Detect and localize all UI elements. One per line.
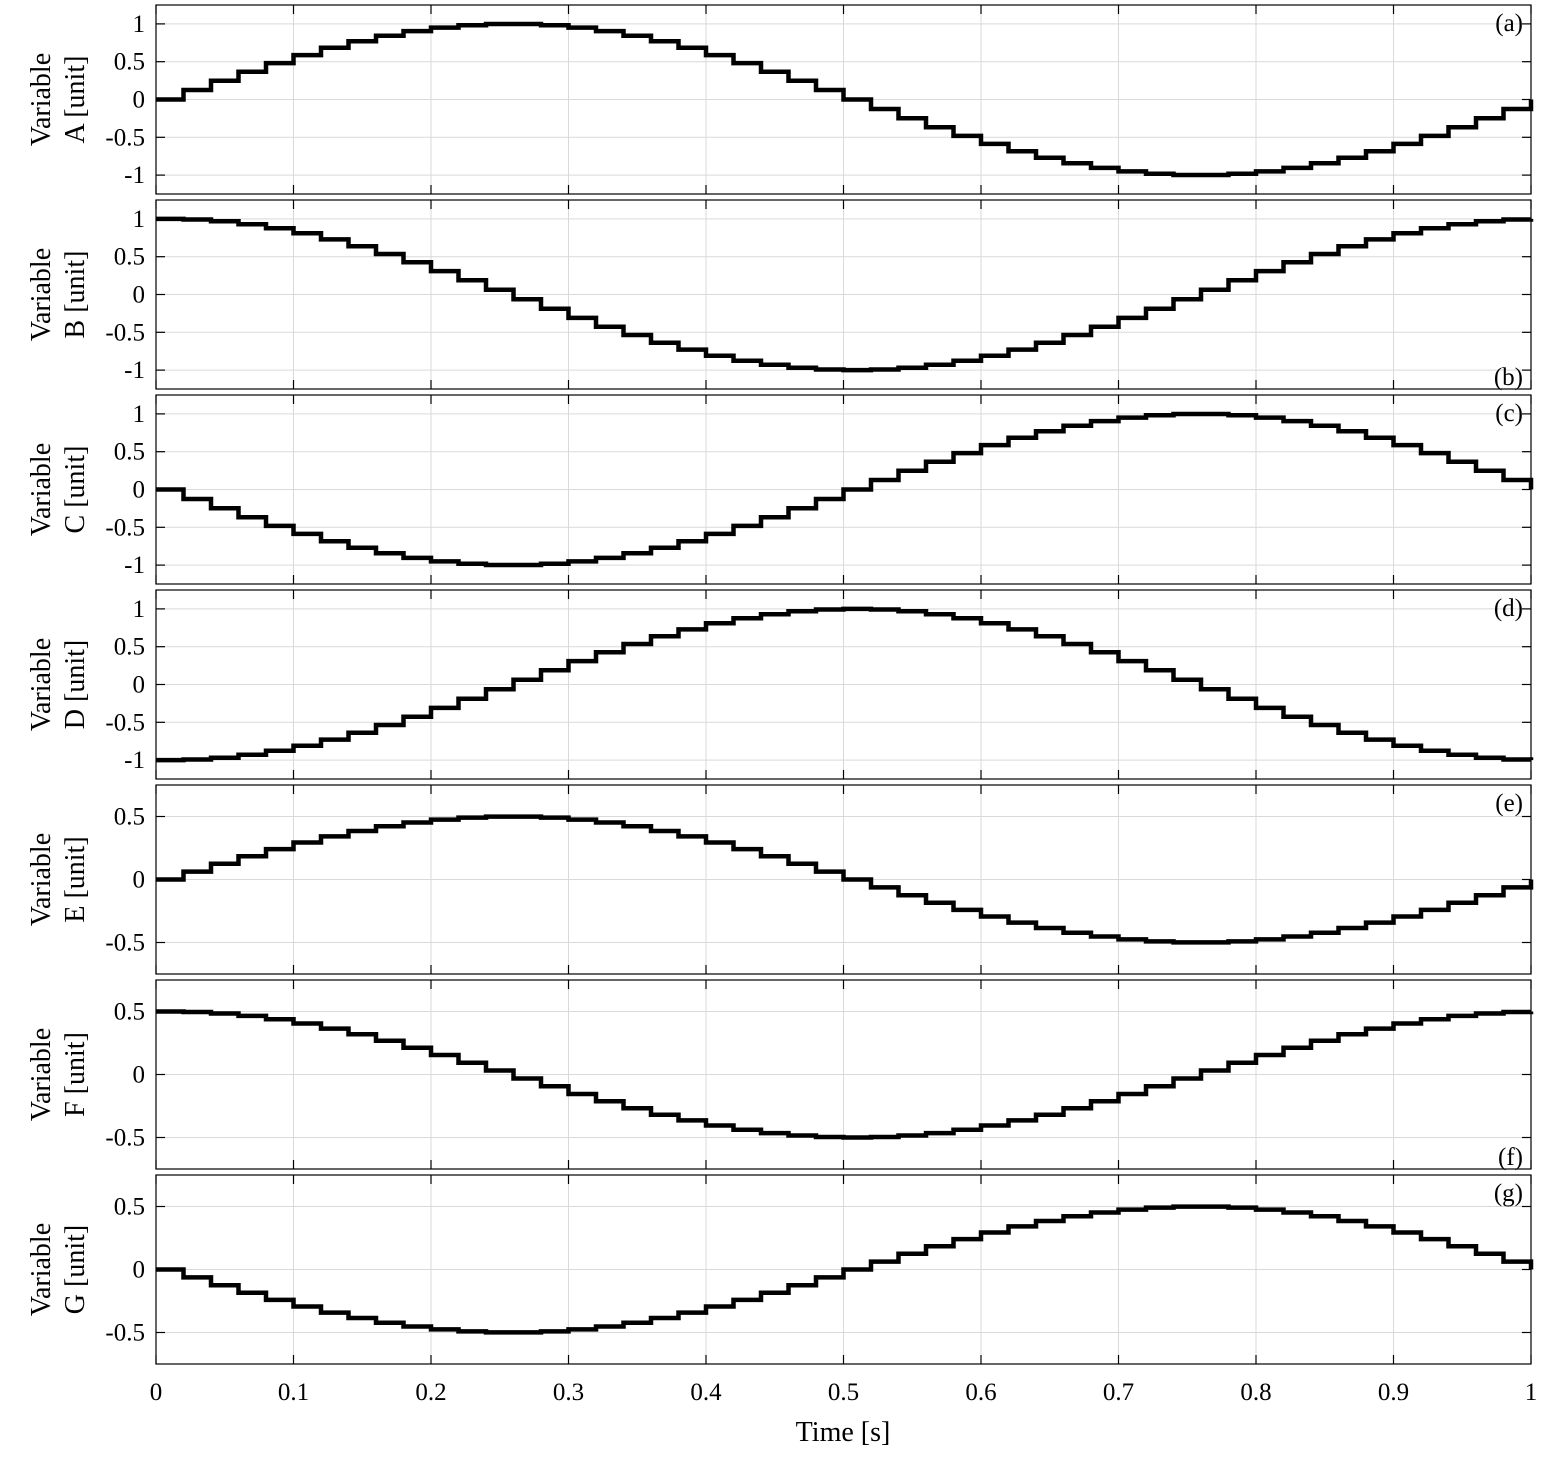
panel-f-y-tick-label-1: 0 — [133, 1062, 146, 1089]
panel-e-y-tick-label-1: 0 — [133, 867, 146, 894]
panel-c-signal-line — [156, 411, 1534, 568]
panel-e-y-tick-label-0: 0.5 — [114, 804, 145, 831]
panel-d-y-tick-label-0: 1 — [133, 596, 146, 623]
panel-b: 1 0.5 0 -0.5 -1 Variable B [unit] (b) — [26, 199, 1534, 391]
panel-g-y-tick-label-1: 0 — [133, 1257, 146, 1284]
x-tick-label-2: 0.2 — [415, 1379, 446, 1406]
panel-g-y-tick-label-0: 0.5 — [114, 1194, 145, 1221]
panel-a-y-tick-label-2: 0 — [133, 87, 146, 114]
panel-d-y-tick-label-1: 0.5 — [114, 634, 145, 661]
shared-x-axis: 0 0.1 0.2 0.3 0.4 0.5 0.6 0.7 0.8 0.9 1 — [150, 1379, 1538, 1406]
panel-a-y-tick-label-3: -0.5 — [105, 124, 145, 151]
panel-a-y-label: Variable A [unit] — [26, 53, 91, 146]
panel-b-y-tick-label-2: 0 — [133, 282, 146, 309]
panel-b-signal-line — [156, 216, 1534, 373]
panel-e-signal-line — [156, 814, 1534, 945]
panel-d-y-tick-label-3: -0.5 — [105, 709, 145, 736]
panel-d-signal-line — [156, 606, 1534, 763]
panel-c-y-tick-label-3: -0.5 — [105, 514, 145, 541]
panels-layer: 1 0.5 0 -0.5 -1 Variable A [unit] (a) 1 0.5 0 -0.5 -… — [26, 4, 1534, 1365]
panel-a-y-tick-label-0: 1 — [133, 11, 146, 38]
panel-f-y-tick-label-0: 0.5 — [114, 999, 145, 1026]
panel-b-y-label: Variable B [unit] — [26, 248, 91, 341]
panel-e-tag: (e) — [1495, 790, 1523, 817]
panel-a-signal-line — [156, 21, 1534, 178]
x-tick-label-5: 0.5 — [828, 1379, 859, 1406]
panel-b-y-tick-label-0: 1 — [133, 206, 146, 233]
panel-c: 1 0.5 0 -0.5 -1 Variable C [unit] (c) — [26, 394, 1534, 585]
panel-a: 1 0.5 0 -0.5 -1 Variable A [unit] (a) — [26, 4, 1534, 195]
panel-g-tag: (g) — [1494, 1180, 1523, 1207]
panel-d-y-tick-label-4: -1 — [124, 747, 145, 774]
panel-d-y-tick-label-2: 0 — [133, 672, 146, 699]
panel-b-y-tick-label-3: -0.5 — [105, 319, 145, 346]
panel-f-tag: (f) — [1498, 1144, 1523, 1171]
panel-f-y-label: Variable F [unit] — [26, 1028, 91, 1121]
panel-c-y-tick-label-2: 0 — [133, 477, 146, 504]
panel-c-y-label: Variable C [unit] — [26, 443, 91, 536]
x-axis-label: Time [s] — [796, 1417, 891, 1448]
x-tick-label-3: 0.3 — [553, 1379, 584, 1406]
panel-c-y-tick-label-1: 0.5 — [114, 439, 145, 466]
x-tick-label-1: 0.1 — [278, 1379, 309, 1406]
panel-c-y-tick-label-4: -1 — [124, 552, 145, 579]
panel-b-tag: (b) — [1494, 364, 1523, 391]
panel-e-y-label: Variable E [unit] — [26, 833, 91, 926]
x-tick-label-8: 0.8 — [1240, 1379, 1271, 1406]
panel-c-tag: (c) — [1495, 400, 1523, 427]
x-tick-label-4: 0.4 — [690, 1379, 722, 1406]
panel-e: 0.5 0 -0.5 Variable E [unit] (e) — [26, 784, 1534, 975]
panel-a-y-tick-label-1: 0.5 — [114, 49, 145, 76]
panel-a-y-tick-label-4: -1 — [124, 162, 145, 189]
x-tick-label-6: 0.6 — [965, 1379, 996, 1406]
panel-b-y-tick-label-1: 0.5 — [114, 244, 145, 271]
panel-e-y-tick-label-2: -0.5 — [105, 930, 145, 957]
panel-d: 1 0.5 0 -0.5 -1 Variable D [unit] (d) — [26, 589, 1534, 780]
panel-f-signal-line — [156, 1009, 1534, 1140]
panel-g: 0.5 0 -0.5 Variable G [unit] (g) — [26, 1174, 1534, 1365]
x-tick-label-10: 1 — [1525, 1379, 1538, 1406]
panel-b-y-tick-label-4: -1 — [124, 357, 145, 384]
panel-g-y-label: Variable G [unit] — [26, 1223, 91, 1316]
panel-f-y-tick-label-2: -0.5 — [105, 1125, 145, 1152]
panel-d-y-label: Variable D [unit] — [26, 638, 91, 731]
x-tick-label-0: 0 — [150, 1379, 163, 1406]
x-tick-label-9: 0.9 — [1378, 1379, 1409, 1406]
panel-a-tag: (a) — [1495, 10, 1523, 37]
x-tick-label-7: 0.7 — [1103, 1379, 1134, 1406]
panel-d-tag: (d) — [1494, 595, 1523, 622]
panel-g-signal-line — [156, 1204, 1534, 1335]
panel-f: 0.5 0 -0.5 Variable F [unit] (f) — [26, 979, 1534, 1171]
panel-c-y-tick-label-0: 1 — [133, 401, 146, 428]
panel-g-y-tick-label-2: -0.5 — [105, 1320, 145, 1347]
